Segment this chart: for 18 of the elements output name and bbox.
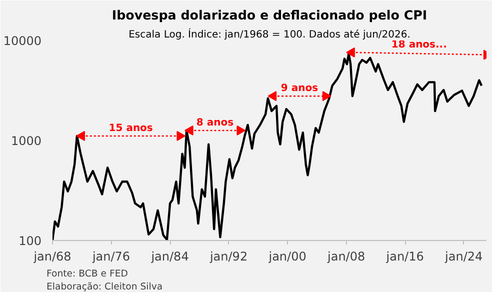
text: Elaboração: Cleiton Silva [46,282,163,292]
y-tick-label: 10000 [3,34,42,48]
chart-title: Ibovespa dolarizado e deflacionado pelo CPI [112,8,428,22]
x-tick-label: jan/08 [326,250,366,264]
source-note: Fonte: BCB e FED [46,268,128,280]
series-label: 9 anos [280,83,318,94]
series-label: 15 anos [108,122,153,134]
chart-subtitle: Escala Log. Índice: jan/1968 = 100. Dados até jun/2026. [128,28,410,40]
series-label: 8 anos [196,117,234,128]
x-tick-label: jan/16 [385,250,424,264]
x-tick-label: jan/76 [91,250,130,264]
x-tick-label: jan/84 [150,250,189,264]
x-tick-label: jan/24 [444,250,483,264]
x-tick-label: jan/92 [208,250,248,264]
x-tick-label: jan/00 [268,250,306,264]
x-tick-label: jan/68 [32,250,72,264]
y-tick-label: 100 [18,234,42,248]
y-tick-label: 1000 [10,134,42,148]
